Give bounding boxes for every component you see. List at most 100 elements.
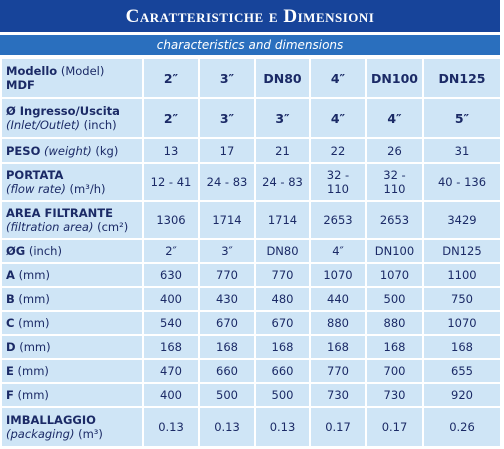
cell: 750 xyxy=(422,286,502,312)
cell: 3″ xyxy=(254,97,311,139)
cell: 770 xyxy=(254,262,311,288)
label: (weight) xyxy=(44,143,92,158)
row-label: Ø Ingresso/Uscita (Inlet/Outlet) (inch) xyxy=(0,97,144,139)
label: B xyxy=(6,292,15,306)
cell: 168 xyxy=(142,334,200,360)
cell: 4″ xyxy=(309,238,367,264)
label: PORTATA xyxy=(6,168,64,182)
label: (flow rate) xyxy=(6,182,66,196)
label: (mm) xyxy=(17,364,49,378)
label: (mm) xyxy=(18,292,50,306)
cell: 670 xyxy=(198,310,256,336)
label: MDF xyxy=(6,78,35,92)
row-label: ØG (inch) xyxy=(0,238,144,264)
label: ØG xyxy=(6,244,26,258)
cell: 5″ xyxy=(422,97,502,139)
label: (Inlet/Outlet) xyxy=(6,118,80,132)
cell: 168 xyxy=(254,334,311,360)
cell: 400 xyxy=(142,382,200,408)
label: A xyxy=(6,268,15,282)
cell: 40 - 136 xyxy=(422,162,502,202)
cell: 670 xyxy=(254,310,311,336)
row-label: B (mm) xyxy=(0,286,144,312)
label: (mm) xyxy=(18,316,50,330)
cell: DN100 xyxy=(365,238,424,264)
cell: 0.13 xyxy=(198,406,256,448)
cell: 630 xyxy=(142,262,200,288)
cell: 700 xyxy=(365,358,424,384)
cell: 880 xyxy=(365,310,424,336)
cell: 0.17 xyxy=(309,406,367,448)
cell: 17 xyxy=(198,137,256,164)
cell: 2″ xyxy=(142,238,200,264)
cell: 2653 xyxy=(309,200,367,240)
label: (mm) xyxy=(17,388,49,402)
cell: 3429 xyxy=(422,200,502,240)
cell: 1070 xyxy=(309,262,367,288)
cell: 168 xyxy=(198,334,256,360)
cell: 31 xyxy=(422,137,502,164)
cell: 12 - 41 xyxy=(142,162,200,202)
cell: 13 xyxy=(142,137,200,164)
cell: 540 xyxy=(142,310,200,336)
cell: 2″ xyxy=(142,97,200,139)
cell: 2″ xyxy=(142,57,200,99)
cell: 660 xyxy=(254,358,311,384)
cell: 440 xyxy=(309,286,367,312)
subtitle: characteristics and dimensions xyxy=(0,35,500,55)
row-label: Modello (Model) MDF xyxy=(0,57,144,99)
cell: 4″ xyxy=(309,57,367,99)
row-label: A (mm) xyxy=(0,262,144,288)
cell: 4″ xyxy=(365,97,424,139)
cell: 26 xyxy=(365,137,424,164)
label: (cm²) xyxy=(97,220,129,234)
label: E xyxy=(6,364,14,378)
cell: 400 xyxy=(142,286,200,312)
cell: 32 - 110 xyxy=(365,162,424,202)
cell: 4″ xyxy=(309,97,367,139)
cell: 3″ xyxy=(198,97,256,139)
cell: 0.17 xyxy=(365,406,424,448)
cell: 1070 xyxy=(365,262,424,288)
label: (mm) xyxy=(18,268,50,282)
spec-table: Modello (Model) MDF 2″ 3″ DN80 4″ DN100 DN125 Ø… xyxy=(0,57,502,448)
label: (m³) xyxy=(78,427,103,441)
label: (kg) xyxy=(95,143,119,158)
cell: DN80 xyxy=(254,57,311,99)
title: Caratteristiche e Dimensioni xyxy=(0,0,500,32)
cell: 920 xyxy=(422,382,502,408)
label: (packaging) xyxy=(6,427,75,441)
label: D xyxy=(6,340,16,354)
cell: 500 xyxy=(254,382,311,408)
cell: 2653 xyxy=(365,200,424,240)
label: IMBALLAGGIO xyxy=(6,413,96,427)
cell: 730 xyxy=(309,382,367,408)
cell: 3″ xyxy=(198,57,256,99)
label: Ø Ingresso/Uscita xyxy=(6,104,120,118)
cell: 0.13 xyxy=(142,406,200,448)
cell: 168 xyxy=(422,334,502,360)
cell: 1070 xyxy=(422,310,502,336)
cell: 770 xyxy=(309,358,367,384)
label: (inch) xyxy=(28,244,62,258)
label: (inch) xyxy=(83,118,117,132)
cell: 1714 xyxy=(254,200,311,240)
label: (Model) xyxy=(60,64,105,78)
cell: 32 - 110 xyxy=(309,162,367,202)
row-label: PORTATA (flow rate) (m³/h) xyxy=(0,162,144,202)
cell: 770 xyxy=(198,262,256,288)
label: AREA FILTRANTE xyxy=(6,206,113,220)
cell: DN125 xyxy=(422,238,502,264)
cell: 22 xyxy=(309,137,367,164)
cell: 1714 xyxy=(198,200,256,240)
cell: 24 - 83 xyxy=(198,162,256,202)
cell: 480 xyxy=(254,286,311,312)
cell: 500 xyxy=(198,382,256,408)
cell: 1100 xyxy=(422,262,502,288)
cell: 880 xyxy=(309,310,367,336)
cell: DN125 xyxy=(422,57,502,99)
cell: DN80 xyxy=(254,238,311,264)
label: PESO xyxy=(6,143,41,158)
label: Modello xyxy=(6,64,58,78)
